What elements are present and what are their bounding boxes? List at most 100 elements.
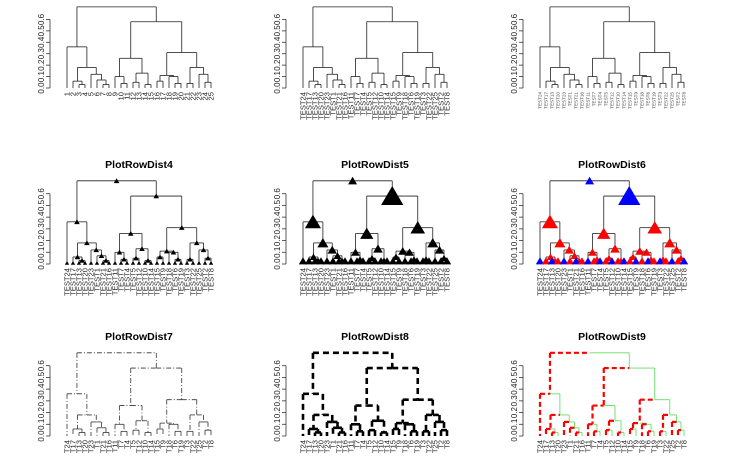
leaf-label: TEST3 (418, 268, 427, 292)
leaf-label: TEST4 (358, 92, 367, 116)
leaf-label: 12 (128, 92, 137, 100)
leaf-label: TEST3 (418, 92, 427, 116)
leaf-label: TEST11 (346, 268, 355, 295)
node-marker (351, 248, 360, 256)
node-marker (113, 178, 120, 184)
y-tick-label: 0.5 (510, 25, 519, 37)
node-marker (178, 225, 185, 230)
leaf-label: T24 (62, 440, 71, 453)
y-tick-label: 0.3 (273, 48, 282, 60)
node-marker (187, 256, 193, 262)
leaf-label: TEST12 (609, 92, 614, 109)
y-tick-label: 0.2 (510, 59, 519, 71)
leaf-label: TEST9 (158, 268, 167, 292)
leaf-label: T21 (571, 440, 580, 453)
node-marker (153, 193, 160, 199)
leaf-label: TEST2 (675, 92, 680, 107)
leaf-label: TEST13 (74, 268, 83, 296)
leaf-label: TEST25 (669, 92, 674, 109)
leaf-label: T6 (406, 440, 415, 449)
leaf-marker (571, 257, 581, 265)
leaf-label: 4 (80, 92, 89, 96)
y-tick-label: 0.6 (273, 13, 282, 25)
leaf-marker (607, 257, 617, 265)
leaf-marker (160, 261, 166, 265)
leaf-label: T14 (146, 440, 155, 453)
leaf-label: 16 (152, 92, 161, 100)
leaf-label: TEST19 (649, 268, 658, 296)
node-marker (317, 237, 329, 248)
y-tick-label: 0.0 (273, 258, 282, 270)
y-tick-label: 0.4 (273, 383, 282, 395)
leaf-label: T2 (200, 440, 209, 449)
leaf-label: 14 (140, 92, 149, 100)
leaf-marker (577, 257, 587, 265)
leaf-marker (340, 257, 350, 265)
node-marker (84, 240, 90, 246)
leaf-label: TEST24 (62, 268, 71, 296)
node-marker (116, 249, 123, 255)
leaf-label: TEST17 (541, 268, 550, 296)
leaf-label: TEST15 (625, 268, 634, 296)
leaf-marker (208, 261, 214, 265)
y-tick-label: 0.0 (37, 430, 46, 442)
leaf-label: T16 (104, 440, 113, 453)
leaf-label: TEST23 (559, 268, 568, 296)
leaf-label: 8 (104, 92, 113, 96)
leaf-marker (334, 257, 344, 265)
node-marker (618, 186, 641, 205)
leaf-label: TEST16 (577, 268, 586, 296)
node-marker (327, 245, 337, 254)
node-marker (564, 245, 574, 254)
leaf-label: TEST18 (400, 268, 409, 296)
node-marker (360, 227, 374, 239)
leaf-label: TEST20 (316, 268, 325, 296)
leaf-label: TEST1 (92, 268, 101, 292)
leaf-label: TEST17 (543, 92, 548, 109)
leaf-marker (430, 257, 440, 265)
y-tick-label: 0.0 (37, 82, 46, 94)
leaf-label: TEST7 (591, 92, 596, 107)
leaf-marker (184, 261, 190, 265)
y-tick-label: 0.3 (37, 395, 46, 407)
node-marker (348, 176, 358, 185)
panel-2: 0.00.10.20.30.40.50.6TEST24TEST17TEST13T… (273, 6, 451, 120)
node-marker (381, 186, 404, 205)
leaf-label: T15 (625, 440, 634, 453)
node-marker (93, 247, 100, 253)
leaf-marker (118, 261, 124, 265)
leaf-label: TEST8 (681, 92, 686, 107)
leaf-label: TEST4 (122, 268, 131, 292)
leaf-marker (202, 261, 208, 265)
leaf-label: T7 (352, 440, 361, 449)
leaf-marker (148, 261, 154, 265)
leaf-marker (166, 261, 172, 265)
leaf-marker (655, 257, 665, 265)
y-tick-label: 0.2 (510, 234, 519, 246)
y-tick-label: 0.5 (37, 25, 46, 37)
leaf-marker (679, 257, 689, 265)
leaf-label: TEST3 (657, 92, 662, 107)
y-tick-label: 0.3 (37, 223, 46, 235)
leaf-marker (673, 257, 683, 265)
leaf-label: T2 (673, 440, 682, 449)
panel-5: PlotRowDist50.00.10.20.30.40.50.6TEST24T… (273, 159, 451, 296)
leaf-marker (553, 257, 563, 265)
leaf-label: TEST23 (86, 268, 95, 296)
leaf-label: TEST18 (639, 92, 644, 109)
leaf-label: 11 (122, 92, 131, 100)
leaf-label: T16 (340, 440, 349, 453)
leaf-label: 2 (68, 92, 77, 96)
leaf-label: TEST9 (394, 268, 403, 292)
leaf-label: T1 (328, 440, 337, 449)
leaf-label: TEST21 (98, 268, 107, 296)
leaf-label: TEST15 (627, 92, 632, 109)
leaf-label: TEST4 (597, 92, 602, 107)
leaf-label: T4 (595, 440, 604, 449)
leaf-label: TEST2 (436, 92, 445, 116)
leaf-label: T20 (80, 440, 89, 453)
leaf-label: TEST11 (583, 268, 592, 295)
node-marker (121, 256, 127, 262)
leaf-marker (418, 257, 428, 265)
